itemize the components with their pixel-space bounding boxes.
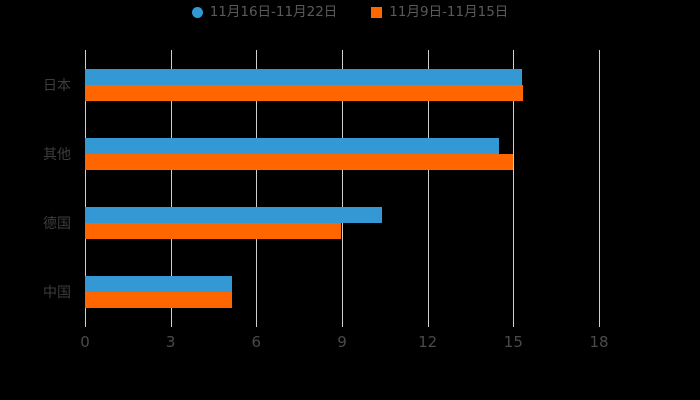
- x-gridline: [170, 50, 172, 327]
- legend-item-series-2[interactable]: 11月9日-11月15日: [371, 4, 509, 20]
- bar-series-1[interactable]: [85, 207, 382, 224]
- x-axis-tick-label: 6: [251, 333, 262, 351]
- x-gridline: [513, 50, 515, 327]
- y-axis-category-label: 中国: [43, 285, 71, 302]
- bar-series-1[interactable]: [85, 276, 233, 293]
- y-axis-category-label: 日本: [43, 77, 71, 94]
- x-axis-tick-label: 9: [337, 333, 347, 351]
- x-axis-tick-label: 12: [418, 333, 438, 351]
- x-axis-tick-label: 3: [165, 333, 176, 351]
- legend-circle-marker-icon: [191, 7, 203, 19]
- legend-square-marker-icon: [371, 7, 383, 19]
- y-axis-category-label: 其他: [43, 146, 71, 163]
- x-gridline: [342, 50, 343, 327]
- y-axis-category-label: 德国: [43, 216, 71, 233]
- bar-series-1[interactable]: [85, 68, 522, 85]
- bar-series-1[interactable]: [85, 137, 500, 154]
- bar-series-2[interactable]: [85, 153, 514, 170]
- x-gridline: [256, 50, 258, 327]
- legend-label-series-1: 11月16日-11月22日: [209, 4, 338, 20]
- legend-item-series-1[interactable]: 11月16日-11月22日: [191, 4, 338, 20]
- x-gridline: [427, 50, 429, 327]
- x-axis-tick-label: 18: [589, 333, 609, 351]
- x-axis-tick-label: 0: [80, 333, 90, 351]
- legend-label-series-2: 11月9日-11月15日: [389, 4, 509, 20]
- bar-series-2[interactable]: [85, 292, 233, 309]
- x-gridline: [85, 50, 86, 327]
- x-gridline: [599, 50, 600, 327]
- bar-series-2[interactable]: [85, 84, 524, 101]
- plot-area: 0 3 6 9 12 15 18 日本其他德国中国: [43, 50, 609, 351]
- x-axis-tick-label: 15: [503, 333, 523, 351]
- chart-legend: 11月16日-11月22日 11月9日-11月15日: [0, 4, 700, 20]
- bar-series-2[interactable]: [85, 223, 341, 240]
